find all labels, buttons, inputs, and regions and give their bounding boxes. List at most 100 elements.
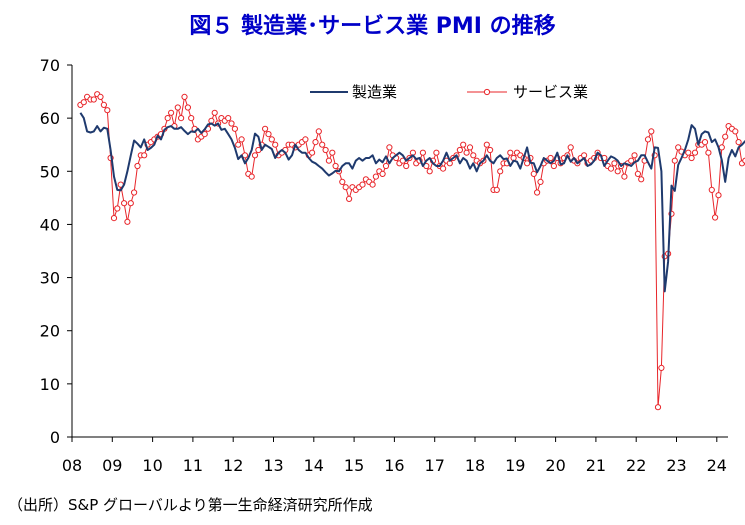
legend-services-label: サービス業 [513,83,588,101]
series-services-point [634,170,642,177]
series-services-point [211,109,218,116]
source-note: （出所）S&P グローバルより第一生命経済研究所作成 [8,496,373,514]
series-services-point [493,186,500,193]
series-services-point [339,178,346,185]
series-services-point [90,96,97,103]
y-tick-label: 40 [40,215,60,234]
series-services-point [433,149,440,156]
legend-services-marker [483,88,491,96]
series-services-point [440,165,447,172]
series-services-point [460,141,467,148]
series-services-point [614,168,621,175]
series-services-point [530,170,537,177]
series-services-point [507,149,514,156]
series-layer [77,91,745,411]
x-tick-label: 11 [183,456,203,475]
series-services-point [225,115,232,122]
x-tick-label: 16 [384,456,404,475]
series-services-point [611,160,618,167]
x-tick-label: 18 [465,456,485,475]
series-services-point [322,146,329,154]
series-services-point [654,404,662,411]
y-tick-label: 20 [40,322,60,341]
x-tick-label: 19 [505,456,525,475]
series-services-point [675,144,682,151]
series-services-point [403,162,410,170]
series-manufacturing-line [79,112,745,293]
series-services-point [722,133,729,140]
series-services-point [114,205,121,212]
x-tick-label: 12 [223,456,243,475]
y-tick-label: 60 [40,109,60,128]
series-services-point [644,136,652,143]
x-tick-label: 14 [304,456,324,475]
series-services-point [97,93,104,101]
series-services-point [325,157,332,164]
series-services-point [80,99,87,106]
y-tick-label: 30 [40,269,60,288]
series-services-point [372,173,379,180]
x-tick-label: 10 [142,456,162,475]
series-services-point [110,215,118,222]
chart-title: 図５ 製造業･サービス業 PMI の推移 [189,14,556,39]
series-services-point [628,157,635,164]
series-services-point [127,200,134,207]
y-tick-label: 50 [40,162,60,181]
series-services-point [201,131,208,138]
series-services-point [312,139,319,146]
series-services-point [332,162,339,170]
series-services-point [178,115,185,122]
series-services-point [346,195,353,202]
series-services-point [231,125,238,132]
series-services-point [359,181,366,188]
series-services-point [466,144,474,151]
series-services-point [524,160,531,167]
series-services-point [732,128,739,135]
series-services-point [168,109,175,116]
series-services-point [369,181,376,188]
series-services-line [80,93,745,408]
series-services-point [671,157,678,164]
series-services-point [685,149,692,156]
y-tick-label: 0 [50,428,60,447]
series-services-point [621,173,628,180]
x-tick-label: 13 [263,456,283,475]
series-services-point [228,120,235,127]
y-tick-label: 70 [40,56,60,75]
series-services-point [251,152,259,159]
series-services [77,91,745,411]
series-services-point [487,146,494,154]
series-services-point [238,136,245,143]
series-services-point [715,192,722,199]
series-services-point [658,364,665,371]
series-services-point [688,154,695,162]
series-services-point [735,139,742,146]
series-services-point [547,154,554,162]
series-services-point [701,139,709,146]
series-services-point [265,131,272,138]
series-services-point [319,141,326,148]
y-tick-label: 10 [40,375,60,394]
series-services-point [463,149,470,156]
series-services-point [181,93,188,101]
series-services-point [121,200,128,207]
series-services-point [104,107,111,114]
series-services-point [386,144,393,151]
series-services-point [631,152,638,159]
x-tick-label: 20 [545,456,565,475]
x-tick-label: 09 [102,456,122,475]
x-tick-label: 15 [344,456,364,475]
series-services-point [712,214,719,221]
legend: 製造業 サービス業 [310,83,588,101]
series-services-point [537,178,544,185]
series-services-point [567,144,574,151]
series-services-point [742,157,745,164]
series-services-point [419,149,426,156]
x-tick-label: 23 [666,456,686,475]
series-services-point [164,115,171,122]
series-services-point [124,218,131,225]
series-services-point [705,149,712,156]
series-services-point [648,128,655,135]
series-services-point [342,184,349,191]
